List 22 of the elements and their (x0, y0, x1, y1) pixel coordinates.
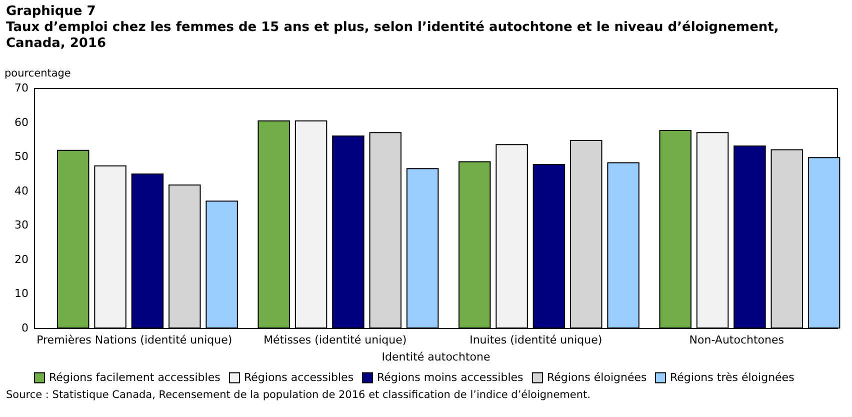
chart-subtitle: Taux d’emploi chez les femmes de 15 ans et plus, selon l’identité autochtone et le niveau d’éloignement, Canada, 2016 (6, 20, 780, 52)
y-tick-label: 30 (14, 218, 28, 232)
y-tick-label: 70 (14, 82, 28, 94)
y-tick-label: 20 (14, 252, 28, 266)
source-note: Source : Statistique Canada, Recensement de la population de 2016 et classification de l’indice d’éloignement. (6, 389, 592, 401)
x-tick-label: Premières Nations (identité unique) (36, 334, 232, 346)
chart-title: Graphique 7 (6, 4, 97, 20)
x-tick-label: Inuites (identité unique) (470, 334, 602, 346)
y-tick-label: 0 (22, 322, 28, 334)
legend-label: Régions facilement accessibles (49, 370, 221, 384)
y-tick-label: 10 (14, 287, 28, 300)
y-axis-title: pourcentage (4, 68, 71, 80)
legend-label: Régions accessibles (244, 370, 354, 384)
y-tick-label: 50 (14, 150, 28, 164)
x-axis-title: Identité autochtone (382, 350, 490, 364)
x-tick-label: Non-Autochtones (689, 334, 784, 346)
y-tick-label: 60 (14, 116, 28, 129)
legend-label: Régions très éloignées (670, 370, 795, 384)
legend-label: Régions moins accessibles (377, 370, 524, 384)
x-tick-label: Métisses (identité unique) (264, 334, 407, 346)
y-tick-label: 40 (14, 184, 28, 198)
legend-label: Régions éloignées (547, 370, 647, 384)
